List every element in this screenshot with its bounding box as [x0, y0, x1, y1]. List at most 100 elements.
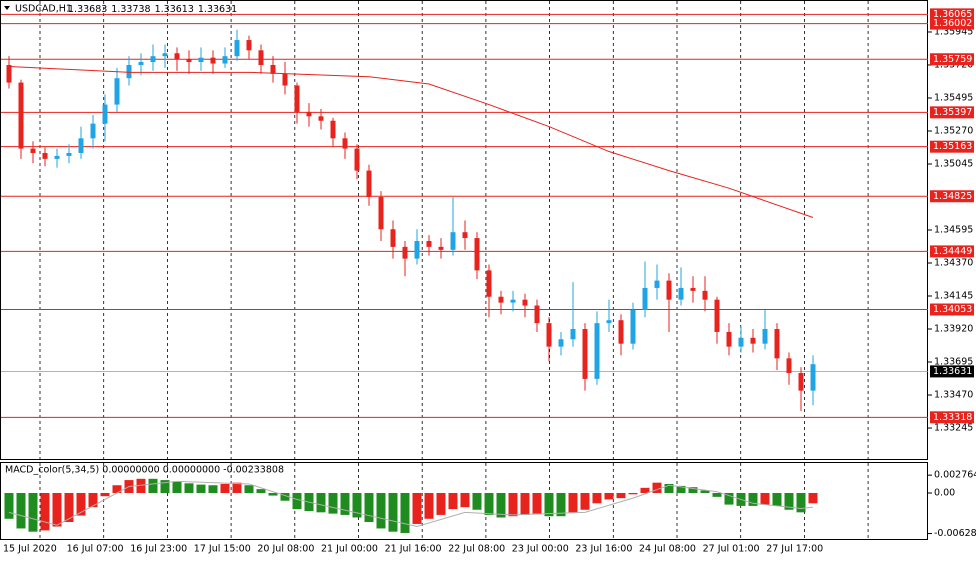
- candle-body: [774, 329, 780, 359]
- x-tick-label: 24 Jul 08:00: [639, 544, 696, 555]
- candle-body: [162, 53, 168, 57]
- candle-body: [18, 82, 24, 149]
- macd-bar: [640, 487, 650, 493]
- candle-body: [6, 64, 12, 83]
- level-label: 1.35759: [933, 54, 972, 65]
- candle-body: [438, 246, 444, 250]
- collapse-icon[interactable]: [4, 6, 10, 10]
- macd-title: MACD_color(5,34,5) 0.00000000 0.00000000…: [5, 465, 284, 476]
- level-label: 1.36065: [933, 9, 972, 20]
- macd-bar: [424, 492, 434, 519]
- ohlc-value: 1.33683: [68, 4, 107, 15]
- macd-bar: [232, 482, 242, 493]
- candle-body: [234, 40, 240, 57]
- y-tick-label: 1.34145: [934, 291, 973, 302]
- macd-bar: [472, 492, 482, 510]
- candle-body: [66, 152, 72, 156]
- x-tick-label: 16 Jul 07:00: [67, 544, 124, 555]
- candle-body: [330, 120, 336, 139]
- macd-bar: [40, 492, 50, 531]
- symbol-label: USDCAD,H1: [15, 4, 72, 15]
- macd-bar: [568, 492, 578, 513]
- candle-body: [522, 299, 528, 306]
- macd-bar: [4, 492, 14, 519]
- level-box: [930, 17, 974, 30]
- y-tick-label: 1.33695: [934, 357, 973, 368]
- macd-bar: [100, 492, 110, 497]
- candle-body: [186, 59, 192, 63]
- level-box: [930, 411, 974, 424]
- candle-body: [294, 85, 300, 112]
- macd-bar: [556, 492, 566, 517]
- y-tick-label: 1.35045: [934, 158, 973, 169]
- ohlc-value: 1.33631: [198, 4, 237, 15]
- macd-bar: [592, 492, 602, 504]
- macd-bar: [268, 492, 278, 496]
- candle-body: [726, 331, 732, 347]
- macd-bar: [460, 492, 470, 508]
- candle-body: [630, 309, 636, 344]
- macd-bar: [76, 492, 86, 516]
- candle-body: [558, 339, 564, 347]
- y-tick-label: 0.0027642: [934, 470, 976, 481]
- candle-body: [798, 373, 804, 391]
- candle-body: [246, 40, 252, 51]
- candle-body: [486, 270, 492, 297]
- candle-body: [138, 62, 144, 65]
- price-panel-frame: [0, 0, 928, 460]
- macd-bar: [688, 487, 698, 493]
- candle-body: [654, 280, 660, 288]
- macd-bar: [784, 492, 794, 510]
- signal-line: [8, 480, 814, 528]
- level-label: 1.35397: [933, 107, 972, 118]
- level-box: [930, 106, 974, 119]
- level-label: 1.33318: [933, 412, 972, 423]
- ohlc-value: 1.33738: [111, 4, 150, 15]
- macd-bar: [496, 492, 506, 518]
- x-tick-label: 21 Jul 16:00: [385, 544, 442, 555]
- macd-bar: [364, 492, 374, 523]
- candle-body: [354, 148, 360, 171]
- candle-body: [642, 287, 648, 310]
- macd-bar: [316, 492, 326, 513]
- candle-body: [678, 287, 684, 300]
- x-tick-label: 20 Jul 08:00: [257, 544, 314, 555]
- candle-body: [618, 320, 624, 344]
- y-tick-label: 1.35945: [934, 26, 973, 37]
- macd-bar: [136, 478, 146, 493]
- macd-bar: [28, 492, 38, 532]
- candle-body: [390, 229, 396, 247]
- macd-bar: [724, 492, 734, 505]
- level-box: [930, 245, 974, 258]
- candle-body: [462, 232, 468, 239]
- macd-bar: [244, 485, 254, 493]
- level-label: 1.34053: [933, 304, 972, 315]
- macd-bar: [16, 492, 26, 529]
- macd-bar: [52, 492, 62, 527]
- x-tick-label: 16 Jul 23:00: [130, 544, 187, 555]
- candle-body: [126, 64, 132, 79]
- candle-body: [150, 56, 156, 63]
- candle-body: [222, 56, 228, 64]
- macd-bar: [628, 492, 638, 495]
- current-price-box: [930, 365, 974, 378]
- level-box: [930, 190, 974, 203]
- macd-bar: [616, 492, 626, 499]
- candle-body: [738, 337, 744, 347]
- macd-bar: [280, 492, 290, 501]
- x-tick-label: 27 Jul 17:00: [766, 544, 823, 555]
- macd-bar: [340, 492, 350, 515]
- candle-body: [378, 196, 384, 230]
- candle-body: [42, 152, 48, 159]
- x-tick-label: 17 Jul 15:00: [194, 544, 251, 555]
- macd-bar: [748, 492, 758, 506]
- level-label: 1.36002: [933, 18, 972, 29]
- candle-body: [474, 238, 480, 271]
- candle-body: [270, 64, 276, 74]
- candle-body: [750, 337, 756, 344]
- macd-bar: [64, 492, 74, 523]
- candle-body: [666, 280, 672, 300]
- candle-body: [90, 123, 96, 139]
- y-tick-label: 0.00: [934, 487, 955, 498]
- candle-body: [102, 104, 108, 124]
